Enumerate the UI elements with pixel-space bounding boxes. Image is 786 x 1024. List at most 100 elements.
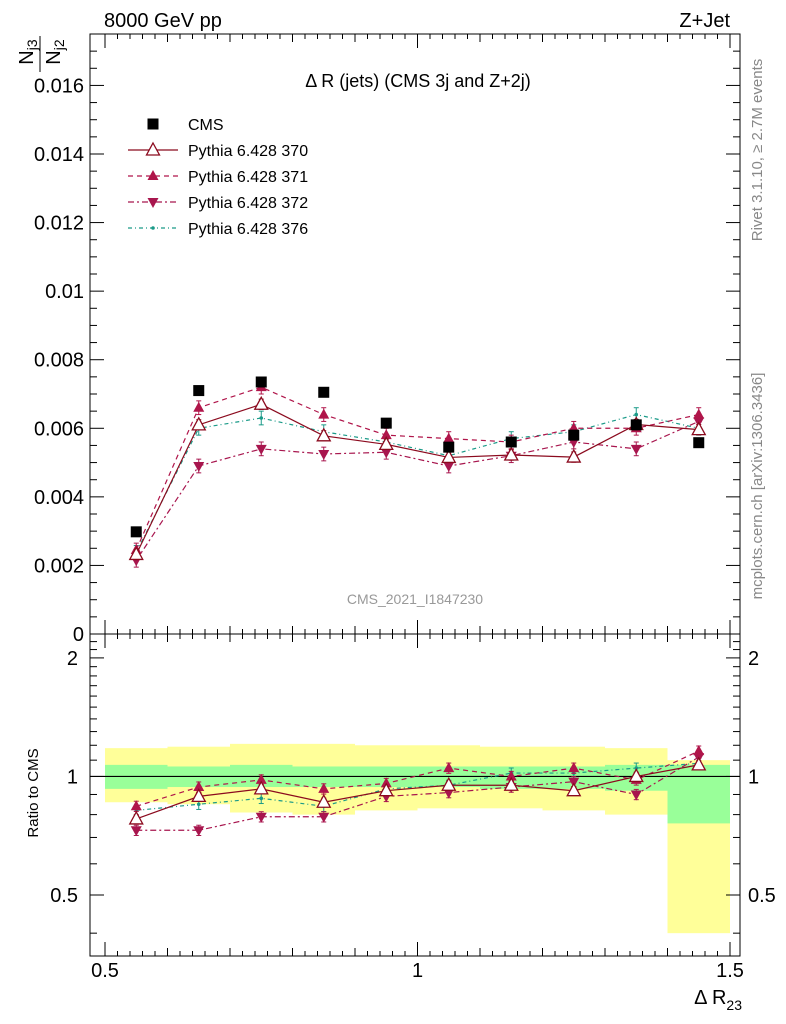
main-point-p370 [378, 436, 394, 451]
main-series-cms [130, 376, 705, 538]
ratio-point-p371 [193, 781, 205, 792]
ratio-point-p372 [318, 812, 330, 823]
y-label-denominator: Nj2 [43, 39, 67, 65]
ratio-y-tick-label-right: 0.5 [748, 885, 776, 907]
ratio-point-p370 [503, 776, 519, 791]
ratio-y-tick-label: 1 [67, 766, 78, 788]
ratio-point-p370 [628, 768, 644, 783]
ratio-point-p370 [441, 776, 457, 791]
x-tick-label: 1.5 [716, 960, 744, 982]
main-point-cms [318, 386, 330, 398]
process-label: Z+Jet [679, 10, 730, 32]
main-point-cms [193, 385, 205, 397]
main-point-cms [505, 436, 517, 448]
ratio-series-p371 [130, 745, 705, 812]
main-series-p372 [130, 414, 705, 568]
main-point-p372 [380, 448, 392, 459]
y-label-numerator: Nj3 [16, 39, 40, 65]
main-point-p371 [443, 432, 455, 443]
ratio-point-p376 [259, 796, 264, 801]
rivet-version-label: Rivet 3.1.10, ≥ 2.7M events [749, 59, 766, 242]
main-point-p372 [630, 444, 642, 455]
legend-item-cms: CMS [147, 117, 224, 134]
main-point-p372 [255, 444, 267, 455]
main-series-p371 [130, 379, 705, 558]
ratio-point-p372 [193, 826, 205, 837]
main-series-p376 [133, 407, 702, 560]
main-point-cms [630, 419, 642, 431]
legend-marker-p376 [151, 226, 155, 230]
legend-item-p370: Pythia 6.428 370 [128, 141, 308, 160]
ratio-point-p372 [130, 826, 142, 837]
ratio-point-p370 [253, 780, 269, 795]
ratio-line-p372 [136, 756, 700, 831]
mcplots-source-label: mcplots.cern.ch [arXiv:1306.3436] [749, 373, 766, 600]
ratio-panel: 0.5 0.5 1 1 2 2 0.5 1 1.5 Ratio to CMS Δ R23 [25, 633, 776, 1013]
main-line-p371 [135, 386, 699, 551]
main-point-p370 [566, 448, 582, 463]
legend-label-p371: Pythia 6.428 371 [188, 169, 308, 186]
analysis-watermark: CMS_2021_I1847230 [347, 591, 483, 607]
x-tick-label: 0.5 [91, 960, 119, 982]
main-y-tick-label: 0.006 [34, 418, 84, 440]
ratio-y-tick-label-right: 2 [748, 648, 759, 670]
legend-label-p376: Pythia 6.428 376 [188, 221, 308, 238]
legend-item-p372: Pythia 6.428 372 [128, 195, 308, 212]
main-y-tick-label: 0.01 [45, 281, 84, 303]
ratio-point-p370 [566, 782, 582, 797]
main-point-cms [130, 526, 142, 538]
x-tick-label: 1 [412, 960, 423, 982]
main-point-cms [380, 417, 392, 429]
x-axis-label: Δ R23 [694, 987, 742, 1013]
main-point-p376 [634, 412, 639, 417]
main-y-tick-label: 0.004 [34, 487, 84, 509]
main-point-p372 [193, 462, 205, 472]
main-point-p371 [693, 408, 705, 419]
ratio-point-p372 [443, 788, 455, 799]
ratio-point-p376 [196, 802, 201, 807]
ratio-point-p370 [691, 756, 707, 771]
main-point-p372 [443, 462, 455, 472]
ratio-point-p370 [191, 788, 207, 803]
main-y-tick-label: 0 [73, 624, 84, 646]
ratio-point-p370 [316, 793, 332, 808]
main-point-p376 [259, 416, 264, 420]
main-point-p370 [503, 446, 519, 461]
ratio-band-inner [667, 764, 730, 824]
legend-label-p370: Pythia 6.428 370 [188, 143, 308, 160]
legend-marker-cms [147, 118, 159, 130]
legend: CMS Pythia 6.428 370 Pythia 6.428 371 Pythi… [128, 117, 308, 238]
ratio-point-p371 [693, 745, 705, 756]
ratio-series-p370 [128, 756, 707, 825]
main-point-p371 [193, 401, 205, 412]
main-point-p370 [128, 546, 144, 561]
main-point-p372 [318, 450, 330, 460]
main-point-p370 [441, 449, 457, 464]
legend-label-p372: Pythia 6.428 372 [188, 195, 308, 212]
main-line-p376 [135, 413, 699, 553]
ratio-point-p371 [443, 762, 455, 773]
main-y-tick-label: 0.014 [34, 144, 84, 166]
ratio-frame [89, 633, 741, 957]
main-point-cms [443, 441, 455, 453]
ratio-point-p372 [255, 812, 267, 823]
main-point-cms [568, 429, 580, 441]
legend-label-cms: CMS [188, 117, 224, 134]
main-point-cms [693, 437, 705, 449]
ratio-point-p372 [630, 790, 642, 801]
main-point-p371 [318, 408, 330, 419]
ratio-y-label: Ratio to CMS [25, 748, 42, 837]
energy-label: 8000 GeV pp [104, 10, 222, 32]
main-line-p372 [135, 420, 699, 561]
main-y-tick-label: 0.008 [34, 350, 84, 372]
legend-item-p376: Pythia 6.428 376 [128, 221, 308, 238]
legend-item-p371: Pythia 6.428 371 [128, 169, 308, 186]
legend-marker-p372 [147, 198, 159, 208]
main-point-p370 [316, 427, 332, 442]
ratio-point-p371 [318, 782, 330, 793]
main-point-p370 [191, 416, 207, 431]
ratio-y-tick-label-right: 1 [748, 766, 759, 788]
main-point-p370 [691, 421, 707, 436]
ratio-point-p370 [128, 810, 144, 825]
